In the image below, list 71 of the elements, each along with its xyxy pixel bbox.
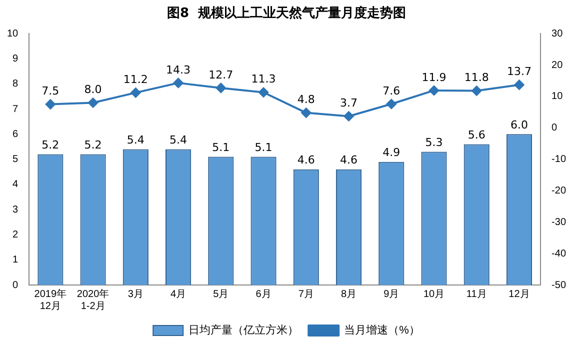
- y-tick-label: 7: [12, 104, 19, 115]
- y2-tick-label: -40: [552, 248, 566, 260]
- data-label: 12.7: [208, 68, 234, 82]
- x-tick-label: 8月: [340, 288, 357, 300]
- x-tick-label: 7月: [298, 288, 314, 300]
- data-label: 8.0: [84, 83, 102, 96]
- x-tick-label: 3月: [128, 288, 144, 300]
- data-label: 5.2: [42, 138, 60, 152]
- point: [216, 82, 226, 93]
- x-tick-label: 10月: [423, 288, 445, 300]
- x-tick-label: 4月: [170, 288, 186, 300]
- data-label: 7.6: [382, 84, 400, 98]
- data-label: 4.6: [297, 154, 315, 167]
- data-label: 5.4: [126, 134, 144, 147]
- data-label: 11.3: [251, 72, 276, 86]
- y-tick-label: 0: [12, 280, 19, 291]
- y-tick-label: 3: [12, 204, 19, 216]
- data-label: 3.7: [340, 96, 358, 110]
- data-label: 5.4: [170, 134, 188, 147]
- point: [45, 99, 56, 110]
- chart-title: 图8 规模以上工业天然气产量月度走势图: [166, 5, 406, 22]
- data-label: 4.8: [297, 93, 315, 106]
- y2-tick-label: 10: [552, 91, 564, 102]
- data-label: 5.6: [468, 128, 486, 142]
- data-label: 5.2: [84, 138, 102, 152]
- data-label: 13.7: [506, 65, 532, 78]
- point: [386, 98, 396, 109]
- y2-tick-label: -50: [552, 280, 566, 291]
- x-tick-label: 5月: [213, 288, 229, 300]
- point: [514, 80, 524, 90]
- data-label: 7.5: [42, 84, 60, 98]
- point: [130, 88, 141, 98]
- x-tick-label: 12月: [508, 288, 530, 300]
- y-tick-label: 1: [12, 254, 19, 266]
- data-label: 5.1: [254, 141, 272, 154]
- point: [173, 78, 184, 88]
- point: [88, 98, 98, 108]
- legend-label: 日均产量（亿立方米）: [188, 324, 299, 337]
- x-tick-label: 9月: [384, 288, 400, 300]
- data-label: 14.3: [166, 63, 191, 76]
- y-tick-label: 6: [12, 128, 19, 140]
- y2-tick-label: 30: [552, 28, 564, 40]
- point: [258, 87, 269, 98]
- y2-tick-label: -10: [552, 154, 566, 166]
- data-label: 11.2: [123, 73, 148, 86]
- data-label: 5.1: [212, 141, 230, 154]
- y-tick-label: 4: [12, 179, 19, 190]
- data-label: 4.6: [340, 154, 358, 167]
- point: [429, 85, 439, 96]
- point: [472, 86, 482, 96]
- data-label: 11.9: [422, 70, 446, 84]
- y2-tick-label: -30: [552, 216, 566, 228]
- y-tick-label: 10: [7, 28, 19, 40]
- y-tick-label: 5: [12, 154, 19, 166]
- y-tick-label: 8: [12, 78, 19, 90]
- y-tick-label: 9: [12, 53, 19, 64]
- x-tick-label: 2020年 1-2月: [76, 288, 110, 312]
- data-label: 6.0: [510, 118, 528, 132]
- data-label: 11.8: [464, 71, 489, 84]
- x-tick-label: 2019年 12月: [34, 288, 67, 312]
- x-tick-label: 6月: [256, 288, 272, 300]
- point: [344, 111, 354, 122]
- x-tick-label: 11月: [466, 288, 487, 300]
- y2-tick-label: 0: [552, 122, 558, 134]
- y-tick-label: 2: [12, 229, 19, 240]
- y2-tick-label: -20: [552, 185, 566, 196]
- point: [301, 108, 312, 118]
- y2-tick-label: 20: [552, 60, 564, 71]
- data-label: 4.9: [382, 146, 400, 160]
- legend-label: 当月增速（%）: [344, 324, 420, 337]
- data-label: 5.3: [425, 136, 443, 150]
